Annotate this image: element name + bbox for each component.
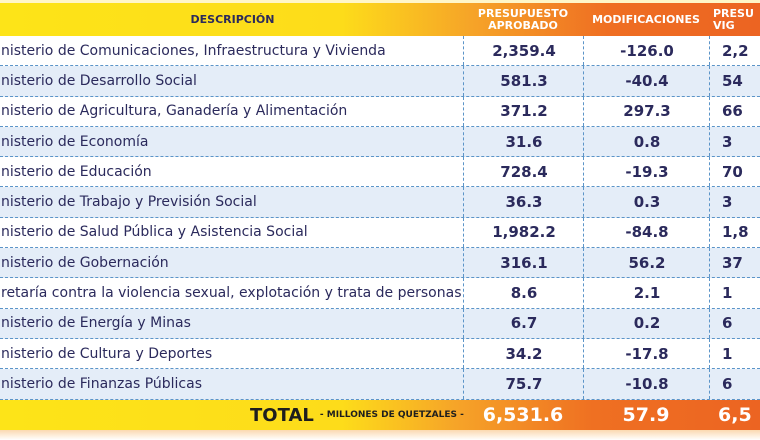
- row-modificaciones: 0.8: [583, 126, 710, 157]
- row-presupuesto-vigente: 66: [709, 96, 760, 126]
- row-presupuesto-vigente: 54: [709, 66, 760, 96]
- row-presupuesto-vigente: 3: [709, 126, 760, 157]
- row-description: nisterio de Cultura y Deportes: [1, 345, 213, 362]
- table-row: nisterio de Educación 728.4 -19.3 70: [0, 157, 760, 188]
- row-modificaciones: 2.1: [583, 278, 710, 308]
- row-presupuesto-aprobado: 6.7: [463, 308, 584, 338]
- row-presupuesto-aprobado: 728.4: [463, 157, 584, 187]
- row-presupuesto-aprobado: 31.6: [463, 126, 584, 157]
- table-header: DESCRIPCIÓN PRESUPUESTO APROBADO MODIFIC…: [0, 3, 760, 36]
- header-modificaciones: MODIFICACIONES: [592, 12, 700, 26]
- row-description: nisterio de Educación: [1, 163, 152, 180]
- row-presupuesto-vigente: 70: [709, 157, 760, 187]
- table-row: nisterio de Energía y Minas 6.7 0.2 6: [0, 308, 760, 339]
- total-row: TOTAL - MILLONES DE QUETZALES - 6,531.6 …: [0, 400, 760, 430]
- row-modificaciones: -19.3: [583, 157, 710, 187]
- total-label-group: TOTAL - MILLONES DE QUETZALES -: [250, 400, 464, 430]
- row-modificaciones: -40.4: [583, 66, 710, 96]
- row-modificaciones: -126.0: [583, 36, 710, 66]
- row-presupuesto-vigente: 37: [709, 248, 760, 278]
- table-row: nisterio de Economía 31.6 0.8 3: [0, 126, 760, 158]
- row-presupuesto-vigente: 3: [709, 187, 760, 217]
- row-description: nisterio de Trabajo y Previsión Social: [1, 194, 257, 211]
- row-description: nisterio de Energía y Minas: [1, 315, 191, 332]
- row-presupuesto-aprobado: 36.3: [463, 187, 584, 217]
- row-presupuesto-aprobado: 75.7: [463, 369, 584, 399]
- total-modificaciones: 57.9: [622, 404, 670, 426]
- table-row: nisterio de Desarrollo Social 581.3 -40.4 5…: [0, 66, 760, 97]
- table-row: nisterio de Finanzas Públicas 75.7 -10.8 6: [0, 369, 760, 400]
- bottom-strip: [0, 430, 760, 440]
- total-unit-label: - MILLONES DE QUETZALES -: [319, 410, 464, 420]
- row-description: nisterio de Desarrollo Social: [1, 72, 197, 89]
- row-presupuesto-aprobado: 581.3: [463, 66, 584, 96]
- table-row: nisterio de Agricultura, Ganadería y Ali…: [0, 96, 760, 127]
- row-description: nisterio de Agricultura, Ganadería y Ali…: [1, 103, 348, 120]
- row-modificaciones: 297.3: [583, 96, 710, 126]
- row-presupuesto-vigente: 1,8: [709, 217, 760, 248]
- row-presupuesto-aprobado: 371.2: [463, 96, 584, 126]
- header-presupuesto-aprobado: PRESUPUESTO APROBADO: [477, 6, 569, 32]
- row-description: nisterio de Comunicaciones, Infraestruct…: [1, 42, 386, 59]
- row-presupuesto-aprobado: 2,359.4: [463, 36, 584, 66]
- row-presupuesto-vigente: 1: [709, 338, 760, 369]
- header-presupuesto-vigente: PRESU VIG: [713, 6, 754, 32]
- row-description: nisterio de Gobernación: [1, 254, 169, 271]
- row-presupuesto-aprobado: 1,982.2: [463, 217, 584, 248]
- row-presupuesto-aprobado: 316.1: [463, 248, 584, 278]
- table-row: nisterio de Comunicaciones, Infraestruct…: [0, 36, 760, 67]
- table-row: nisterio de Gobernación 316.1 56.2 37: [0, 248, 760, 279]
- row-modificaciones: -84.8: [583, 217, 710, 248]
- table-row: retaría contra la violencia sexual, expl…: [0, 278, 760, 309]
- row-presupuesto-vigente: 2,2: [709, 36, 760, 66]
- row-description: nisterio de Finanzas Públicas: [1, 375, 202, 392]
- row-presupuesto-vigente: 6: [709, 369, 760, 399]
- table-row: nisterio de Cultura y Deportes 34.2 -17.8 1: [0, 338, 760, 370]
- row-presupuesto-aprobado: 8.6: [463, 278, 584, 308]
- table-body: nisterio de Comunicaciones, Infraestruct…: [0, 36, 760, 400]
- top-line: [0, 0, 760, 3]
- row-modificaciones: 0.3: [583, 187, 710, 217]
- row-modificaciones: 0.2: [583, 308, 710, 338]
- row-presupuesto-vigente: 6: [709, 308, 760, 338]
- row-presupuesto-vigente: 1: [709, 278, 760, 308]
- header-descripcion: DESCRIPCIÓN: [190, 12, 275, 26]
- row-modificaciones: -10.8: [583, 369, 710, 399]
- total-aprobado: 6,531.6: [482, 404, 564, 426]
- table-row: nisterio de Trabajo y Previsión Social 36…: [0, 187, 760, 218]
- total-vigente: 6,5: [718, 404, 752, 426]
- table-row: nisterio de Salud Pública y Asistencia S…: [0, 217, 760, 249]
- row-modificaciones: 56.2: [583, 248, 710, 278]
- row-presupuesto-aprobado: 34.2: [463, 338, 584, 369]
- row-description: nisterio de Economía: [1, 133, 149, 150]
- total-label: TOTAL: [250, 404, 314, 426]
- row-description: retaría contra la violencia sexual, expl…: [1, 285, 462, 302]
- row-modificaciones: -17.8: [583, 338, 710, 369]
- row-description: nisterio de Salud Pública y Asistencia S…: [1, 224, 308, 241]
